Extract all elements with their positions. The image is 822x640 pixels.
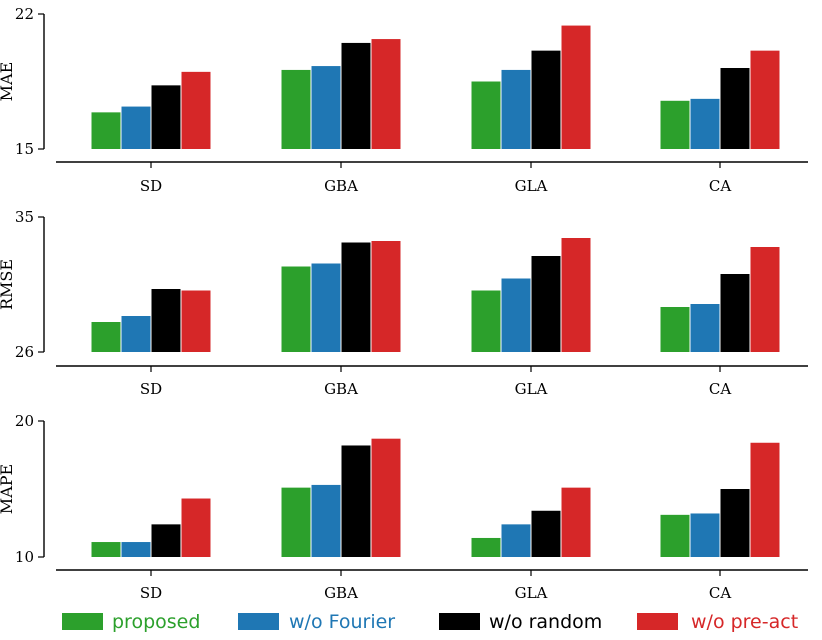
- bar: [690, 513, 720, 557]
- bar: [151, 524, 181, 557]
- bar: [181, 71, 211, 149]
- bar: [471, 537, 501, 557]
- x-tick-label: CA: [709, 584, 731, 602]
- bar: [281, 69, 311, 149]
- bar: [750, 442, 780, 557]
- y-axis-label: MAE: [0, 62, 16, 102]
- bar: [341, 42, 371, 149]
- legend-label: w/o Fourier: [289, 611, 395, 633]
- x-tick-label: GLA: [515, 177, 548, 195]
- bar: [720, 489, 750, 557]
- x-tick-label: SD: [140, 177, 162, 195]
- legend-swatch: [238, 613, 279, 630]
- bar: [531, 256, 561, 352]
- bar: [181, 498, 211, 557]
- bar: [720, 68, 750, 149]
- x-tick-label: GBA: [324, 177, 358, 195]
- bar: [501, 524, 531, 557]
- bar: [151, 289, 181, 352]
- bar: [750, 247, 780, 352]
- bar: [311, 66, 341, 149]
- bar: [660, 100, 690, 149]
- bar: [91, 542, 121, 557]
- x-tick-label: SD: [140, 380, 162, 398]
- legend-swatch: [62, 613, 103, 630]
- bar: [281, 266, 311, 352]
- bar: [750, 50, 780, 150]
- bar: [121, 106, 151, 149]
- legend-swatch: [439, 613, 480, 630]
- bar: [371, 39, 401, 150]
- bar: [311, 263, 341, 352]
- bar: [501, 69, 531, 149]
- bar: [501, 278, 531, 352]
- y-tick-label: 26: [15, 343, 34, 361]
- bar: [471, 290, 501, 352]
- bar: [121, 542, 151, 557]
- y-tick-label: 35: [15, 208, 34, 226]
- bar: [471, 81, 501, 149]
- y-tick-label: 20: [15, 412, 34, 430]
- x-tick-label: GBA: [324, 584, 358, 602]
- x-tick-label: GLA: [515, 584, 548, 602]
- bar: [91, 322, 121, 352]
- x-tick-label: GLA: [515, 380, 548, 398]
- bar: [690, 98, 720, 149]
- x-tick-label: SD: [140, 584, 162, 602]
- bar: [91, 112, 121, 149]
- bar: [660, 307, 690, 352]
- bar: [720, 274, 750, 352]
- x-tick-label: CA: [709, 380, 731, 398]
- bar: [371, 438, 401, 557]
- bar: [561, 487, 591, 557]
- bar: [311, 484, 341, 557]
- bar: [341, 242, 371, 352]
- bar: [151, 85, 181, 149]
- x-tick-label: CA: [709, 177, 731, 195]
- x-tick-label: GBA: [324, 380, 358, 398]
- y-tick-label: 22: [15, 5, 34, 23]
- bar: [561, 25, 591, 150]
- legend-swatch: [637, 613, 678, 630]
- bar: [531, 50, 561, 150]
- bar: [660, 514, 690, 557]
- bar: [531, 510, 561, 557]
- bar: [341, 445, 371, 557]
- legend-label: w/o pre-act: [691, 611, 798, 633]
- bar: [561, 238, 591, 352]
- bar: [281, 487, 311, 557]
- y-tick-label: 15: [15, 140, 34, 158]
- legend-label: w/o random: [489, 611, 602, 633]
- bar: [181, 290, 211, 352]
- bar: [121, 316, 151, 352]
- bar: [371, 241, 401, 352]
- bar: [690, 304, 720, 352]
- legend-label: proposed: [112, 611, 200, 633]
- y-tick-label: 10: [15, 548, 34, 566]
- y-axis-label: MAPE: [0, 464, 16, 514]
- y-axis-label: RMSE: [0, 259, 16, 310]
